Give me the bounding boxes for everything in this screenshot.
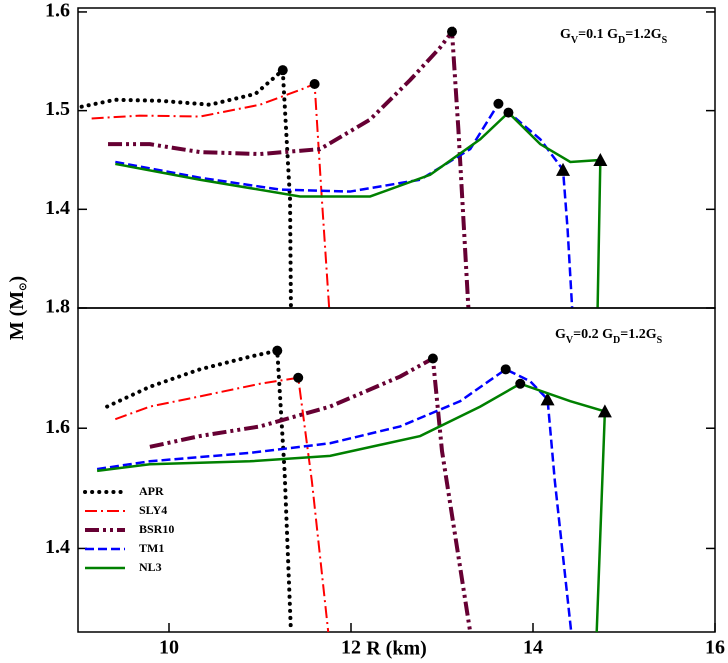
line-series <box>96 367 573 633</box>
text-part: =1.2G <box>625 27 661 42</box>
text-part: M (M <box>6 291 28 341</box>
plot-frame <box>77 307 716 633</box>
text-part: =0.1 G <box>578 27 618 42</box>
circle-marker <box>503 107 514 118</box>
line-series <box>114 376 330 633</box>
x-axis-label: R (km) <box>366 638 427 660</box>
subscript: S <box>657 335 663 346</box>
text-part: G <box>560 27 571 42</box>
y-tick-label: 1.4 <box>45 197 70 219</box>
circle-marker <box>515 378 526 389</box>
circle-marker <box>447 26 458 37</box>
circle-marker <box>309 78 320 89</box>
subscript: ⊙ <box>18 282 29 290</box>
line-series <box>105 348 293 634</box>
legend-label: TM1 <box>139 541 164 555</box>
subscript: D <box>613 335 620 346</box>
line-series <box>96 382 607 633</box>
y-tick-label: 1.6 <box>45 0 70 22</box>
line-series <box>91 82 331 309</box>
circle-marker <box>500 364 511 375</box>
circle-marker <box>293 372 304 383</box>
triangle-marker <box>556 162 571 176</box>
triangle-marker <box>597 404 612 418</box>
text-part: =1.2G <box>620 327 656 342</box>
legend-label: APR <box>139 484 164 498</box>
circle-marker <box>427 353 438 364</box>
line-series <box>115 110 602 309</box>
triangle-marker <box>593 152 608 166</box>
x-tick-label: 16 <box>705 637 725 659</box>
x-tick-label: 12 <box>341 637 361 659</box>
text-part: ) <box>6 276 28 283</box>
y-tick-label: 1.4 <box>45 536 70 558</box>
x-tick-label: 14 <box>523 637 543 659</box>
annotation: GV=0.1 GD=1.2GS <box>560 27 668 46</box>
plot-frame <box>77 7 716 309</box>
legend-label: BSR10 <box>139 522 174 536</box>
y-axis-label: M (M⊙) <box>6 276 29 340</box>
subscript: V <box>566 335 574 346</box>
triangle-marker <box>540 392 555 406</box>
y-tick-label: 1.5 <box>45 98 70 120</box>
subscript: V <box>571 35 579 46</box>
text-part: G <box>555 327 566 342</box>
line-series <box>108 26 471 309</box>
y-tick-label: 1.8 <box>45 296 70 318</box>
annotation: GV=0.2 GD=1.2GS <box>555 327 663 346</box>
y-tick-label: 1.6 <box>45 416 70 438</box>
x-tick-label: 10 <box>159 637 179 659</box>
circle-marker <box>272 345 283 356</box>
line-series <box>149 355 473 633</box>
legend-label: SLY4 <box>139 503 167 517</box>
panel: 1.4 1.6 1.8 10 12 14 16 APR SLY4 BSR10 TM1 NL3 GV=0.… <box>45 296 725 660</box>
circle-marker <box>493 98 504 109</box>
circle-marker <box>277 65 288 76</box>
subscript: S <box>662 35 668 46</box>
legend-label: NL3 <box>139 560 162 574</box>
text-part: =0.2 G <box>573 327 613 342</box>
line-series <box>79 65 293 310</box>
line-series <box>115 101 574 309</box>
subscript: D <box>618 35 625 46</box>
